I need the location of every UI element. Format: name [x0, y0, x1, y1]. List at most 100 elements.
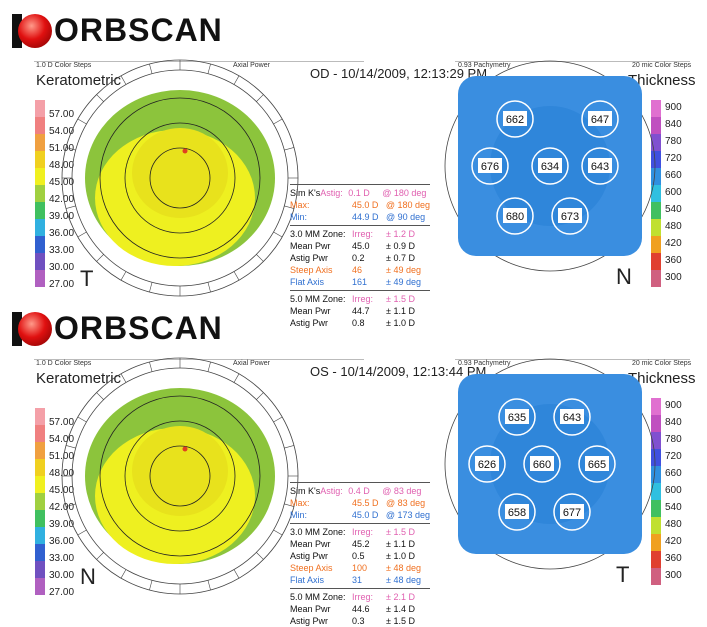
zone3-row: Mean Pwr 45.0 ± 0.9 D — [290, 240, 430, 252]
zone5-row-cell: ± 1.5 D — [386, 294, 415, 304]
tick — [273, 231, 283, 238]
pachy-label-bg — [475, 456, 499, 471]
sim-k-stats: Sim K's Astig: 0.4 D @ 83 deg Max: 45.5 D @ 83… — [290, 480, 430, 627]
scale-label: 51.00 — [49, 143, 75, 154]
sim-k-astig-cell: Astig: — [320, 486, 343, 496]
zone3-row-cell: 3.0 MM Zone: — [290, 527, 346, 537]
zone5-row-cell: Irreg: — [352, 592, 374, 602]
right-color-steps: 20 mic Color Steps — [632, 62, 692, 69]
scale-swatch — [35, 527, 45, 544]
pachy-label-bg — [560, 409, 584, 424]
stats-divider — [290, 588, 430, 589]
pachy-circle — [531, 147, 569, 185]
left-map-type: Axial Power — [233, 360, 270, 367]
scale-swatch — [651, 185, 661, 202]
pachy-circle — [581, 147, 619, 185]
tick — [65, 503, 76, 507]
tick — [256, 392, 264, 400]
tick — [284, 147, 295, 151]
tick — [207, 63, 211, 74]
zone3-row-cell: 100 — [352, 563, 368, 573]
sim-k-min-cell: Min: — [290, 212, 308, 222]
zone3-row-cell: ± 49 deg — [386, 277, 421, 287]
pachy-outer-ring — [444, 358, 656, 570]
stats-divider — [290, 184, 430, 185]
zone3-row: Astig Pwr 0.2 ± 0.7 D — [290, 252, 430, 264]
zone3-row-cell: Flat Axis — [290, 575, 325, 585]
zone-ring — [149, 147, 211, 209]
sim-k-astig-cell: @ 83 deg — [382, 486, 422, 496]
scale-label: 780 — [665, 434, 682, 445]
zone5-row: 5.0 MM Zone: Irreg: ± 2.1 D — [290, 591, 430, 603]
scale-label: 48.00 — [49, 468, 75, 479]
tick — [120, 271, 127, 281]
tick — [77, 416, 87, 423]
zone3-row: 3.0 MM Zone: Irreg: ± 1.5 D — [290, 526, 430, 538]
zone-ring — [149, 445, 211, 507]
orbscan-logo: ORBSCAN — [12, 310, 223, 347]
pachy-outer-ring — [444, 60, 656, 272]
right-corner-label: N — [616, 264, 632, 289]
logo-bar — [12, 311, 22, 346]
zone5-row-cell: 5.0 MM Zone: — [290, 294, 346, 304]
scale-swatch — [651, 551, 661, 568]
tick — [65, 445, 76, 449]
tick — [233, 75, 240, 85]
tick — [284, 205, 295, 209]
pachy-circle — [471, 147, 509, 185]
pachy-label-bg — [588, 158, 612, 173]
scale-swatch — [651, 100, 661, 117]
scale-label: 900 — [665, 102, 682, 113]
pachy-label-bg — [588, 111, 612, 126]
tick — [207, 580, 211, 591]
logo-ball-icon — [18, 13, 52, 48]
scale-label: 42.00 — [49, 502, 75, 513]
pachy-circle — [553, 398, 591, 436]
scale-swatch — [651, 151, 661, 168]
tick — [77, 529, 87, 536]
scale-swatch — [651, 253, 661, 270]
sim-k-max: Max: 45.5 D @ 83 deg — [290, 497, 430, 509]
pachy-circle — [498, 398, 536, 436]
scale-label: 48.00 — [49, 160, 75, 171]
scale-swatch — [35, 117, 45, 134]
pachy-value: 647 — [591, 114, 609, 126]
zone5-row-cell: Astig Pwr — [290, 616, 329, 626]
zone3-row-cell: Steep Axis — [290, 563, 333, 573]
zone5-row-cell: 5.0 MM Zone: — [290, 592, 346, 602]
scale-swatch — [35, 561, 45, 578]
scale-swatch — [35, 151, 45, 168]
pachy-circle — [581, 100, 619, 138]
zone5-row: Astig Pwr 0.8 ± 1.0 D — [290, 317, 430, 329]
left-map-type: Axial Power — [233, 62, 270, 69]
pachy-label-bg — [503, 208, 527, 223]
scale-label: 360 — [665, 553, 682, 564]
scale-swatch — [651, 219, 661, 236]
sim-k-min-cell: Min: — [290, 510, 308, 520]
apex-marker — [182, 148, 188, 154]
zone5-row: Mean Pwr 44.6 ± 1.4 D — [290, 603, 430, 615]
scale-swatch — [35, 185, 45, 202]
right-corner-label: T — [616, 562, 630, 587]
zone3-row-cell: ± 48 deg — [386, 563, 421, 573]
scale-swatch — [35, 134, 45, 151]
zone3-row: Flat Axis 31 ± 48 deg — [290, 574, 430, 586]
zone3-row-cell: ± 1.5 D — [386, 527, 415, 537]
stats-divider — [290, 523, 430, 524]
pachy-value: 662 — [506, 114, 524, 126]
sim-k-min: Min: 44.9 D @ 90 deg — [290, 211, 430, 223]
scale-swatch — [35, 510, 45, 527]
sim-k-min-cell: @ 173 deg — [385, 510, 430, 520]
pachy-circle — [553, 493, 591, 531]
zone3-row: Flat Axis 161 ± 49 deg — [290, 276, 430, 288]
scale-swatch — [35, 270, 45, 287]
tick — [120, 373, 127, 383]
scale-swatch — [35, 202, 45, 219]
left-corner-label: N — [80, 564, 96, 589]
right-pachy-label: 0.93 Pachymetry — [458, 360, 511, 367]
tick — [65, 147, 76, 151]
pachy-circle — [498, 493, 536, 531]
scale-label: 300 — [665, 272, 682, 283]
scale-label: 36.00 — [49, 536, 75, 547]
scale-label: 30.00 — [49, 262, 75, 273]
